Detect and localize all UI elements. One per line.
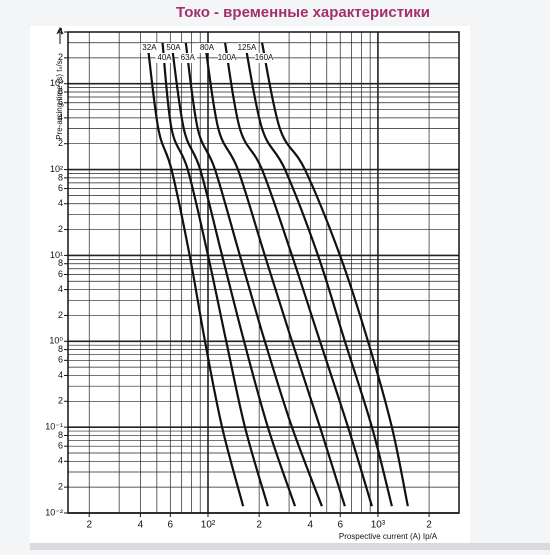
y-axis-arrowhead — [56, 26, 64, 35]
series-label: 40A — [157, 53, 172, 62]
y-tick-label: 8 — [58, 344, 63, 354]
x-tick-label: 10³ — [371, 520, 386, 531]
series-label: 63A — [181, 53, 196, 62]
legend-bg — [164, 43, 183, 53]
x-tick-label: 4 — [308, 520, 314, 531]
fuse-curve — [203, 42, 346, 507]
fuse-curve — [243, 42, 393, 507]
y-tick-label: 4 — [58, 26, 63, 36]
series-label: 125A — [238, 43, 257, 52]
fuse-curve — [260, 42, 409, 507]
series-label: 50A — [166, 43, 181, 52]
x-tick-label: 10² — [201, 520, 216, 531]
fuse-curve — [223, 42, 373, 507]
x-tick-label: 6 — [337, 520, 343, 531]
y-tick-label: 4 — [58, 456, 63, 466]
bottom-bar — [30, 543, 550, 550]
y-tick-label: 2 — [58, 482, 63, 492]
fuse-curve — [161, 42, 269, 507]
y-tick-label: 4 — [58, 370, 63, 380]
legend-bg — [197, 43, 216, 53]
x-tick-label: 2 — [256, 520, 262, 531]
legend-bg — [255, 53, 274, 63]
y-tick-label: 4 — [58, 112, 63, 122]
legend-bg — [237, 43, 256, 53]
y-tick-label: 8 — [58, 430, 63, 440]
legend-bg — [218, 53, 237, 63]
y-tick-label: 10⁻² — [45, 507, 63, 517]
chart-panel — [30, 26, 470, 546]
plot-frame — [67, 31, 460, 514]
y-tick-label: 10³ — [50, 78, 63, 88]
y-tick-label: 6 — [58, 183, 63, 193]
y-tick-label: 10⁻¹ — [45, 422, 63, 432]
series-label: 100A — [218, 53, 237, 62]
y-tick-label: 4 — [58, 284, 63, 294]
chart-title: Токо - временные характеристики — [176, 4, 430, 21]
y-tick-label: 2 — [58, 52, 63, 62]
legend-bg — [155, 53, 174, 63]
y-tick-label: 4 — [58, 198, 63, 208]
y-tick-label: 8 — [58, 172, 63, 182]
y-tick-label: 6 — [58, 269, 63, 279]
x-tick-label: 6 — [168, 520, 174, 531]
x-tick-label: 2 — [86, 520, 92, 531]
y-tick-label: 6 — [58, 97, 63, 107]
y-tick-label: 8 — [58, 86, 63, 96]
series-label: 32A — [142, 43, 157, 52]
legend-bg — [178, 53, 197, 63]
x-tick-label: 2 — [426, 520, 432, 531]
x-tick-label: 4 — [138, 520, 144, 531]
y-tick-label: 2 — [58, 224, 63, 234]
x-axis-label: Prospective current (A) Ip/A — [339, 532, 438, 541]
y-tick-label: 10¹ — [50, 250, 63, 260]
y-tick-label: 2 — [58, 138, 63, 148]
fuse-curve — [170, 42, 297, 507]
y-tick-label: 8 — [58, 258, 63, 268]
y-tick-label: 10⁰ — [49, 336, 63, 346]
y-tick-label: 6 — [58, 441, 63, 451]
y-tick-label: 2 — [58, 310, 63, 320]
legend-bg — [140, 43, 159, 53]
series-label: 160A — [255, 53, 274, 62]
y-tick-label: 10² — [50, 164, 63, 174]
y-tick-label: 6 — [58, 355, 63, 365]
y-axis-label: Pre-arcing time (s) tₛ/s — [55, 60, 64, 139]
fuse-curve — [184, 42, 323, 507]
y-tick-label: 2 — [58, 396, 63, 406]
series-label: 80A — [200, 43, 215, 52]
fuse-curve — [146, 42, 245, 507]
